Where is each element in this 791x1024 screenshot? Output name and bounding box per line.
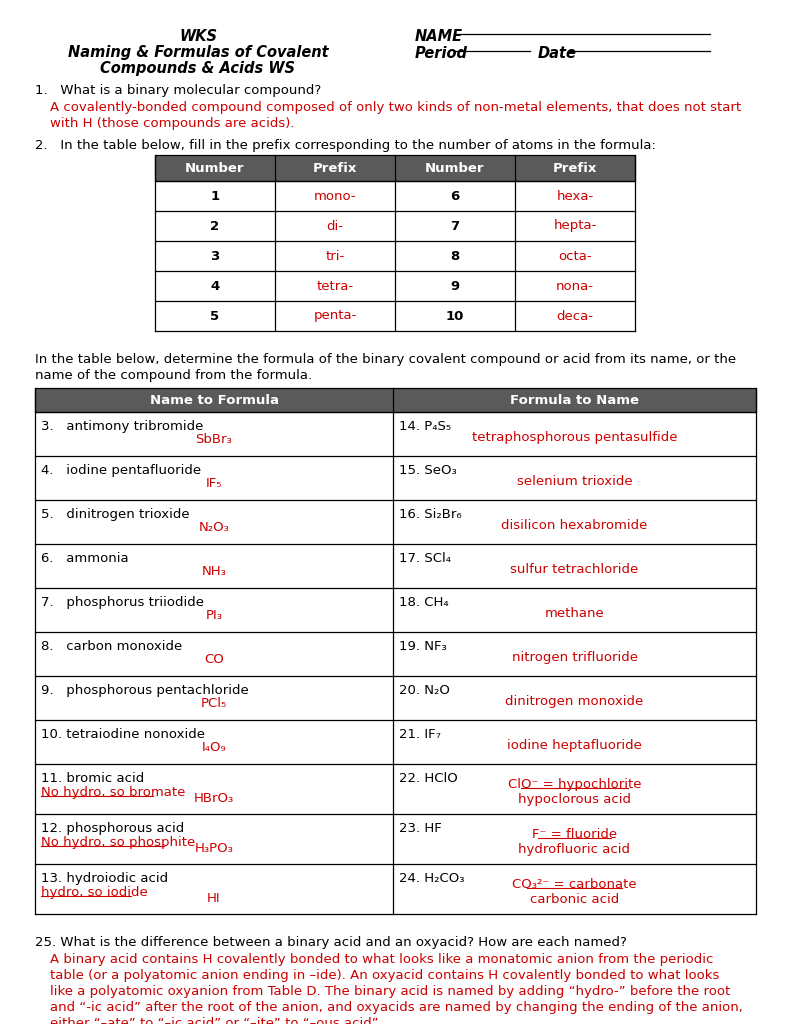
- Text: name of the compound from the formula.: name of the compound from the formula.: [35, 369, 312, 382]
- Text: Date: Date: [538, 46, 577, 61]
- Text: SbBr₃: SbBr₃: [195, 433, 233, 445]
- Text: with H (those compounds are acids).: with H (those compounds are acids).: [50, 117, 294, 130]
- Text: disilicon hexabromide: disilicon hexabromide: [501, 519, 648, 532]
- Text: H₃PO₃: H₃PO₃: [195, 842, 233, 854]
- Text: 1.   What is a binary molecular compound?: 1. What is a binary molecular compound?: [35, 84, 321, 97]
- Text: 5.   dinitrogen trioxide: 5. dinitrogen trioxide: [41, 508, 190, 521]
- Text: NAME: NAME: [415, 29, 463, 44]
- Text: deca-: deca-: [557, 309, 593, 323]
- Text: 6: 6: [450, 189, 460, 203]
- Text: Compounds & Acids WS: Compounds & Acids WS: [100, 61, 296, 76]
- Text: 25. What is the difference between a binary acid and an oxyacid? How are each na: 25. What is the difference between a bin…: [35, 936, 627, 949]
- Text: No hydro, so bromate: No hydro, so bromate: [41, 786, 185, 799]
- Text: selenium trioxide: selenium trioxide: [517, 475, 632, 488]
- Text: 18. CH₄: 18. CH₄: [399, 596, 448, 609]
- Text: tri-: tri-: [325, 250, 345, 262]
- Bar: [35, 388, 756, 412]
- Text: F⁻ = fluoride: F⁻ = fluoride: [532, 828, 617, 841]
- Text: 8.   carbon monoxide: 8. carbon monoxide: [41, 640, 182, 653]
- Text: N₂O₃: N₂O₃: [199, 521, 229, 534]
- Text: sulfur tetrachloride: sulfur tetrachloride: [510, 563, 638, 577]
- Text: Name to Formula: Name to Formula: [149, 393, 278, 407]
- Text: CO: CO: [204, 652, 224, 666]
- Text: either “–ate” to “–ic acid” or “–ite” to “–ous acid”: either “–ate” to “–ic acid” or “–ite” to…: [50, 1017, 379, 1024]
- Text: Formula to Name: Formula to Name: [510, 393, 639, 407]
- Text: 15. SeO₃: 15. SeO₃: [399, 464, 456, 477]
- Text: 9.   phosphorous pentachloride: 9. phosphorous pentachloride: [41, 684, 248, 697]
- Text: hydrofluoric acid: hydrofluoric acid: [518, 843, 630, 856]
- Text: 4.   iodine pentafluoride: 4. iodine pentafluoride: [41, 464, 201, 477]
- Text: In the table below, determine the formula of the binary covalent compound or aci: In the table below, determine the formul…: [35, 353, 736, 366]
- Text: methane: methane: [545, 607, 604, 620]
- Text: ClO⁻ = hypochlorite: ClO⁻ = hypochlorite: [508, 778, 642, 791]
- Text: 14. P₄S₅: 14. P₄S₅: [399, 420, 451, 433]
- Text: dinitrogen monoxide: dinitrogen monoxide: [505, 695, 644, 708]
- Text: like a polyatomic oxyanion from Table D. The binary acid is named by adding “hyd: like a polyatomic oxyanion from Table D.…: [50, 985, 730, 998]
- Text: 7.   phosphorus triiodide: 7. phosphorus triiodide: [41, 596, 204, 609]
- Text: 17. SCl₄: 17. SCl₄: [399, 552, 451, 565]
- Text: Period: Period: [415, 46, 468, 61]
- Text: No hydro, so phosphite: No hydro, so phosphite: [41, 836, 195, 849]
- Text: 9: 9: [450, 280, 460, 293]
- Text: Prefix: Prefix: [312, 162, 358, 174]
- Text: 19. NF₃: 19. NF₃: [399, 640, 447, 653]
- Text: 10: 10: [446, 309, 464, 323]
- Text: PCl₅: PCl₅: [201, 696, 227, 710]
- Bar: [155, 155, 635, 181]
- Text: WKS: WKS: [179, 29, 217, 44]
- Text: 12. phosphorous acid: 12. phosphorous acid: [41, 822, 184, 835]
- Text: 20. N₂O: 20. N₂O: [399, 684, 450, 697]
- Text: 3: 3: [210, 250, 220, 262]
- Text: A binary acid contains H covalently bonded to what looks like a monatomic anion : A binary acid contains H covalently bond…: [50, 953, 713, 966]
- Text: hepta-: hepta-: [554, 219, 596, 232]
- Text: PI₃: PI₃: [206, 609, 222, 622]
- Text: 8: 8: [450, 250, 460, 262]
- Text: hydro, so iodide: hydro, so iodide: [41, 886, 148, 899]
- Text: mono-: mono-: [314, 189, 356, 203]
- Text: hexa-: hexa-: [556, 189, 593, 203]
- Text: Prefix: Prefix: [553, 162, 597, 174]
- Text: 23. HF: 23. HF: [399, 822, 441, 835]
- Text: Naming & Formulas of Covalent: Naming & Formulas of Covalent: [68, 45, 328, 60]
- Text: hypoclorous acid: hypoclorous acid: [518, 793, 631, 806]
- Text: di-: di-: [327, 219, 343, 232]
- Text: tetra-: tetra-: [316, 280, 354, 293]
- Text: CO₃²⁻ = carbonate: CO₃²⁻ = carbonate: [513, 878, 637, 891]
- Text: carbonic acid: carbonic acid: [530, 893, 619, 906]
- Text: 13. hydroiodic acid: 13. hydroiodic acid: [41, 872, 168, 885]
- Text: 1: 1: [210, 189, 220, 203]
- Text: 24. H₂CO₃: 24. H₂CO₃: [399, 872, 464, 885]
- Text: nona-: nona-: [556, 280, 594, 293]
- Text: table (or a polyatomic anion ending in –ide). An oxyacid contains H covalently b: table (or a polyatomic anion ending in –…: [50, 969, 719, 982]
- Text: 11. bromic acid: 11. bromic acid: [41, 772, 144, 785]
- Text: 3.   antimony tribromide: 3. antimony tribromide: [41, 420, 203, 433]
- Text: nitrogen trifluoride: nitrogen trifluoride: [512, 651, 638, 664]
- Text: 6.   ammonia: 6. ammonia: [41, 552, 129, 565]
- Text: iodine heptafluoride: iodine heptafluoride: [507, 739, 642, 752]
- Text: 2: 2: [210, 219, 220, 232]
- Text: Number: Number: [426, 162, 485, 174]
- Text: penta-: penta-: [313, 309, 357, 323]
- Text: IF₅: IF₅: [206, 477, 222, 489]
- Text: octa-: octa-: [558, 250, 592, 262]
- Text: 2.   In the table below, fill in the prefix corresponding to the number of atoms: 2. In the table below, fill in the prefi…: [35, 139, 656, 152]
- Text: I₄O₉: I₄O₉: [202, 740, 226, 754]
- Text: Number: Number: [185, 162, 244, 174]
- Text: 5: 5: [210, 309, 220, 323]
- Text: 7: 7: [450, 219, 460, 232]
- Text: and “-ic acid” after the root of the anion, and oxyacids are named by changing t: and “-ic acid” after the root of the ani…: [50, 1001, 743, 1014]
- Text: A covalently-bonded compound composed of only two kinds of non-metal elements, t: A covalently-bonded compound composed of…: [50, 101, 741, 114]
- Text: 10. tetraiodine nonoxide: 10. tetraiodine nonoxide: [41, 728, 205, 741]
- Text: NH₃: NH₃: [202, 565, 226, 578]
- Text: 16. Si₂Br₆: 16. Si₂Br₆: [399, 508, 462, 521]
- Text: tetraphosphorous pentasulfide: tetraphosphorous pentasulfide: [471, 431, 677, 444]
- Text: 4: 4: [210, 280, 220, 293]
- Text: HI: HI: [207, 892, 221, 904]
- Text: 22. HClO: 22. HClO: [399, 772, 458, 785]
- Text: 21. IF₇: 21. IF₇: [399, 728, 441, 741]
- Text: HBrO₃: HBrO₃: [194, 792, 234, 805]
